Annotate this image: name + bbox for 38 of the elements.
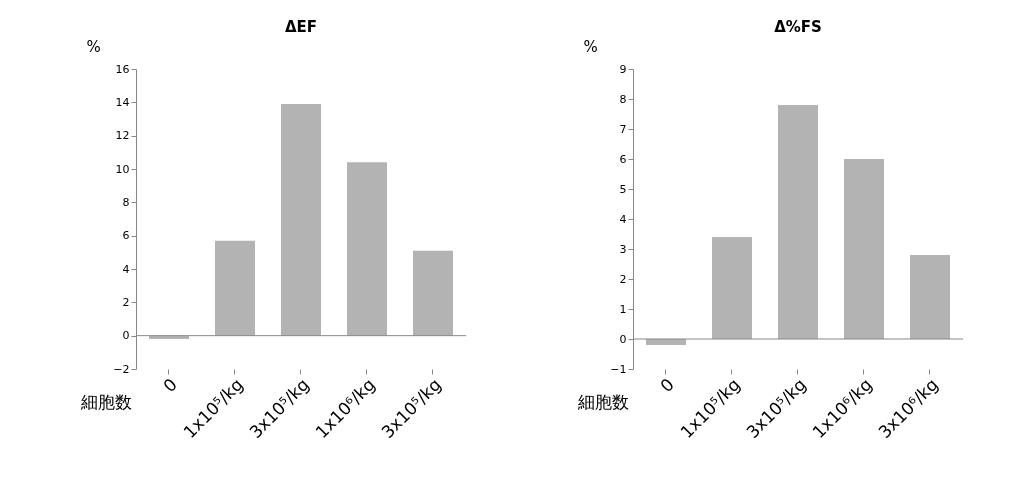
y-tick-label: 8 bbox=[619, 92, 627, 106]
y-tick-label: 16 bbox=[115, 62, 130, 76]
y-tick-label: 0 bbox=[619, 332, 627, 346]
x-tick-label: 0 bbox=[656, 374, 679, 397]
bar bbox=[281, 104, 321, 336]
y-tick-label: 14 bbox=[115, 95, 130, 109]
bar bbox=[910, 255, 950, 339]
x-axis-title: 細胞数 bbox=[576, 391, 629, 412]
y-axis-title: % bbox=[86, 37, 101, 56]
y-axis-title: % bbox=[583, 37, 598, 56]
y-tick-label: 6 bbox=[619, 152, 627, 166]
y-tick-label: 4 bbox=[619, 212, 627, 226]
y-tick-label: 10 bbox=[115, 162, 130, 176]
y-tick-label: 5 bbox=[619, 182, 627, 196]
y-tick-label: 2 bbox=[122, 295, 130, 309]
bar bbox=[215, 240, 255, 336]
y-tick-label: 3 bbox=[619, 242, 627, 256]
bar bbox=[844, 159, 884, 339]
chart-title: Δ%FS bbox=[774, 18, 822, 36]
chart-title: ΔEF bbox=[284, 18, 318, 36]
y-tick-label: 4 bbox=[122, 262, 130, 276]
bar bbox=[712, 237, 752, 339]
bar bbox=[149, 335, 189, 339]
y-tick-label: −1 bbox=[610, 362, 627, 376]
x-axis-title: 細胞数 bbox=[79, 391, 132, 412]
y-tick-label: 2 bbox=[619, 272, 627, 286]
bar bbox=[413, 250, 453, 336]
bar bbox=[347, 162, 387, 336]
y-tick-label: 7 bbox=[619, 122, 627, 136]
bar bbox=[778, 105, 818, 339]
x-tick-label: 0 bbox=[159, 374, 182, 397]
y-tick-label: 1 bbox=[619, 302, 627, 316]
y-tick-label: 12 bbox=[115, 129, 130, 143]
y-tick-label: 6 bbox=[122, 229, 130, 243]
y-tick-label: 8 bbox=[122, 195, 130, 209]
y-tick-label: −2 bbox=[113, 362, 130, 376]
y-tick-label: 0 bbox=[122, 329, 130, 343]
y-tick-label: 9 bbox=[619, 62, 627, 76]
